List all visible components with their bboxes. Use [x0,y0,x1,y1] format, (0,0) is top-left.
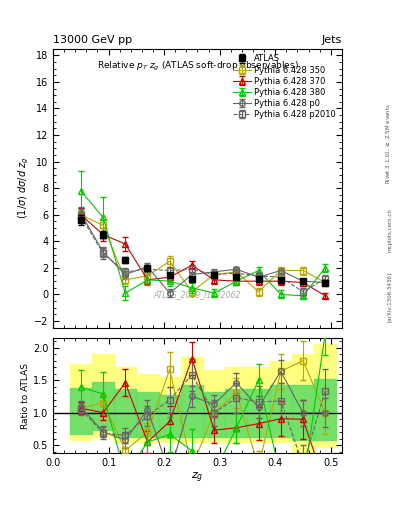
Text: Jets: Jets [321,35,342,45]
X-axis label: $z_g$: $z_g$ [191,471,204,485]
Y-axis label: Ratio to ATLAS: Ratio to ATLAS [21,362,30,429]
Text: Rivet 3.1.10, $\geq$ 2.5M events: Rivet 3.1.10, $\geq$ 2.5M events [385,103,392,184]
Y-axis label: $(1/\sigma)$ $d\sigma/d$ $z_g$: $(1/\sigma)$ $d\sigma/d$ $z_g$ [17,157,31,220]
Legend: ATLAS, Pythia 6.428 350, Pythia 6.428 370, Pythia 6.428 380, Pythia 6.428 p0, Py: ATLAS, Pythia 6.428 350, Pythia 6.428 37… [231,53,338,120]
Text: mcplots.cern.ch: mcplots.cern.ch [387,208,392,252]
Text: 13000 GeV pp: 13000 GeV pp [53,35,132,45]
Text: Relative $p_T$ $z_g$ (ATLAS soft-drop observables): Relative $p_T$ $z_g$ (ATLAS soft-drop ob… [97,60,298,73]
Text: [arXiv:1306.3436]: [arXiv:1306.3436] [387,272,392,322]
Text: ATLAS_2019_I1772062: ATLAS_2019_I1772062 [154,290,241,298]
